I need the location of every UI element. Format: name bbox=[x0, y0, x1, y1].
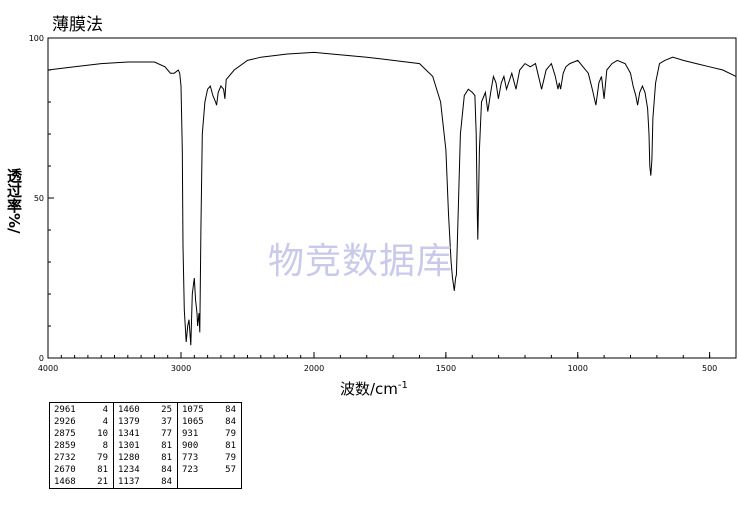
peak-entry: 2875 10 bbox=[54, 428, 108, 440]
peak-table: 2961 4 2926 4 2875 10 2859 8 2732 79 2670 81 1468 21 1… bbox=[49, 402, 242, 489]
peak-wavenumber: 1075 bbox=[182, 405, 204, 415]
peak-entry: 2732 79 bbox=[54, 452, 108, 464]
peak-entry: 1301 81 bbox=[118, 440, 172, 452]
peak-table-column: 2961 4 2926 4 2875 10 2859 8 2732 79 2670 81 1468 21 bbox=[49, 402, 114, 489]
peak-transmittance: 79 bbox=[225, 453, 236, 463]
peak-entry: 2926 4 bbox=[54, 416, 108, 428]
peak-wavenumber: 1341 bbox=[118, 429, 140, 439]
peak-wavenumber: 2961 bbox=[54, 405, 76, 415]
peak-wavenumber: 2926 bbox=[54, 417, 76, 427]
peak-entry: 1234 84 bbox=[118, 464, 172, 476]
x-axis-label-unit: -1 bbox=[397, 380, 408, 391]
peak-entry: 1137 84 bbox=[118, 476, 172, 488]
peak-transmittance: 81 bbox=[97, 465, 108, 475]
peak-table-row: 2961 4 2926 4 2875 10 2859 8 2732 79 2670 81 1468 21 1… bbox=[49, 402, 242, 489]
peak-entry: 931 79 bbox=[182, 428, 236, 440]
peak-entry: 1075 84 bbox=[182, 404, 236, 416]
peak-transmittance: 4 bbox=[102, 405, 108, 415]
peak-wavenumber: 1065 bbox=[182, 417, 204, 427]
peak-entry: 1280 81 bbox=[118, 452, 172, 464]
peak-wavenumber: 2732 bbox=[54, 453, 76, 463]
peak-wavenumber: 900 bbox=[182, 441, 199, 451]
peak-wavenumber: 773 bbox=[182, 453, 199, 463]
x-tick-label: 2000 bbox=[304, 364, 324, 373]
peak-wavenumber: 1234 bbox=[118, 465, 140, 475]
peak-transmittance: 8 bbox=[102, 441, 108, 451]
x-tick-label: 4000 bbox=[38, 364, 58, 373]
peak-transmittance: 81 bbox=[225, 441, 236, 451]
peak-wavenumber: 1379 bbox=[118, 417, 140, 427]
peak-entry: 773 79 bbox=[182, 452, 236, 464]
peak-entry: 900 81 bbox=[182, 440, 236, 452]
peak-transmittance: 21 bbox=[97, 477, 108, 487]
peak-entry: 1341 77 bbox=[118, 428, 172, 440]
peak-entry: 2670 81 bbox=[54, 464, 108, 476]
peak-transmittance: 77 bbox=[161, 429, 172, 439]
x-tick-label: 3000 bbox=[171, 364, 191, 373]
peak-transmittance: 79 bbox=[225, 429, 236, 439]
peak-transmittance: 84 bbox=[161, 477, 172, 487]
peak-wavenumber: 931 bbox=[182, 429, 199, 439]
peak-wavenumber: 1280 bbox=[118, 453, 140, 463]
peak-entry: 1468 21 bbox=[54, 476, 108, 488]
chart-title: 薄膜法 bbox=[52, 15, 103, 35]
peak-transmittance: 4 bbox=[102, 417, 108, 427]
y-tick-label: 0 bbox=[39, 354, 44, 363]
peak-transmittance: 84 bbox=[225, 417, 236, 427]
peak-transmittance: 81 bbox=[161, 453, 172, 463]
peak-wavenumber: 723 bbox=[182, 465, 199, 475]
peak-entry: 1065 84 bbox=[182, 416, 236, 428]
peak-entry: 2859 8 bbox=[54, 440, 108, 452]
peak-wavenumber: 1137 bbox=[118, 477, 140, 487]
peak-transmittance: 25 bbox=[161, 405, 172, 415]
peak-wavenumber: 2875 bbox=[54, 429, 76, 439]
x-tick-label: 1000 bbox=[568, 364, 588, 373]
axis-ticks: 4000 3000 2000 1500 1000 500 0 50 100 bbox=[29, 34, 718, 373]
peak-transmittance: 84 bbox=[225, 405, 236, 415]
peak-transmittance: 37 bbox=[161, 417, 172, 427]
peak-transmittance: 57 bbox=[225, 465, 236, 475]
peak-transmittance: 84 bbox=[161, 465, 172, 475]
ir-spectrum-plot: 4000 3000 2000 1500 1000 500 0 50 100 bbox=[29, 34, 737, 373]
peak-table-column: 1075 84 1065 84 931 79 900 81 773 79 723 57 bbox=[177, 402, 242, 489]
y-tick-label: 100 bbox=[29, 34, 44, 43]
peak-entry: 1379 37 bbox=[118, 416, 172, 428]
peak-entry: 723 57 bbox=[182, 464, 236, 476]
peak-wavenumber: 2670 bbox=[54, 465, 76, 475]
spectrum-trace bbox=[47, 51, 737, 346]
watermark: 物竞数据库 bbox=[268, 241, 454, 282]
x-axis-label: 波数/cm-1 bbox=[340, 378, 408, 399]
x-axis-label-text: 波数/cm bbox=[340, 380, 398, 398]
peak-wavenumber: 1460 bbox=[118, 405, 140, 415]
x-tick-label: 1500 bbox=[436, 364, 456, 373]
y-axis-label: 透过率%/ bbox=[5, 168, 23, 234]
peak-table-column: 1460 25 1379 37 1341 77 1301 81 1280 81 1234 84 1137… bbox=[113, 402, 178, 489]
peak-transmittance: 10 bbox=[97, 429, 108, 439]
peak-entry: 1460 25 bbox=[118, 404, 172, 416]
peak-transmittance: 81 bbox=[161, 441, 172, 451]
peak-wavenumber: 1468 bbox=[54, 477, 76, 487]
peak-entry: 2961 4 bbox=[54, 404, 108, 416]
peak-wavenumber: 2859 bbox=[54, 441, 76, 451]
y-tick-label: 50 bbox=[34, 194, 44, 203]
x-tick-label: 500 bbox=[702, 364, 717, 373]
peak-wavenumber: 1301 bbox=[118, 441, 140, 451]
peak-transmittance: 79 bbox=[97, 453, 108, 463]
